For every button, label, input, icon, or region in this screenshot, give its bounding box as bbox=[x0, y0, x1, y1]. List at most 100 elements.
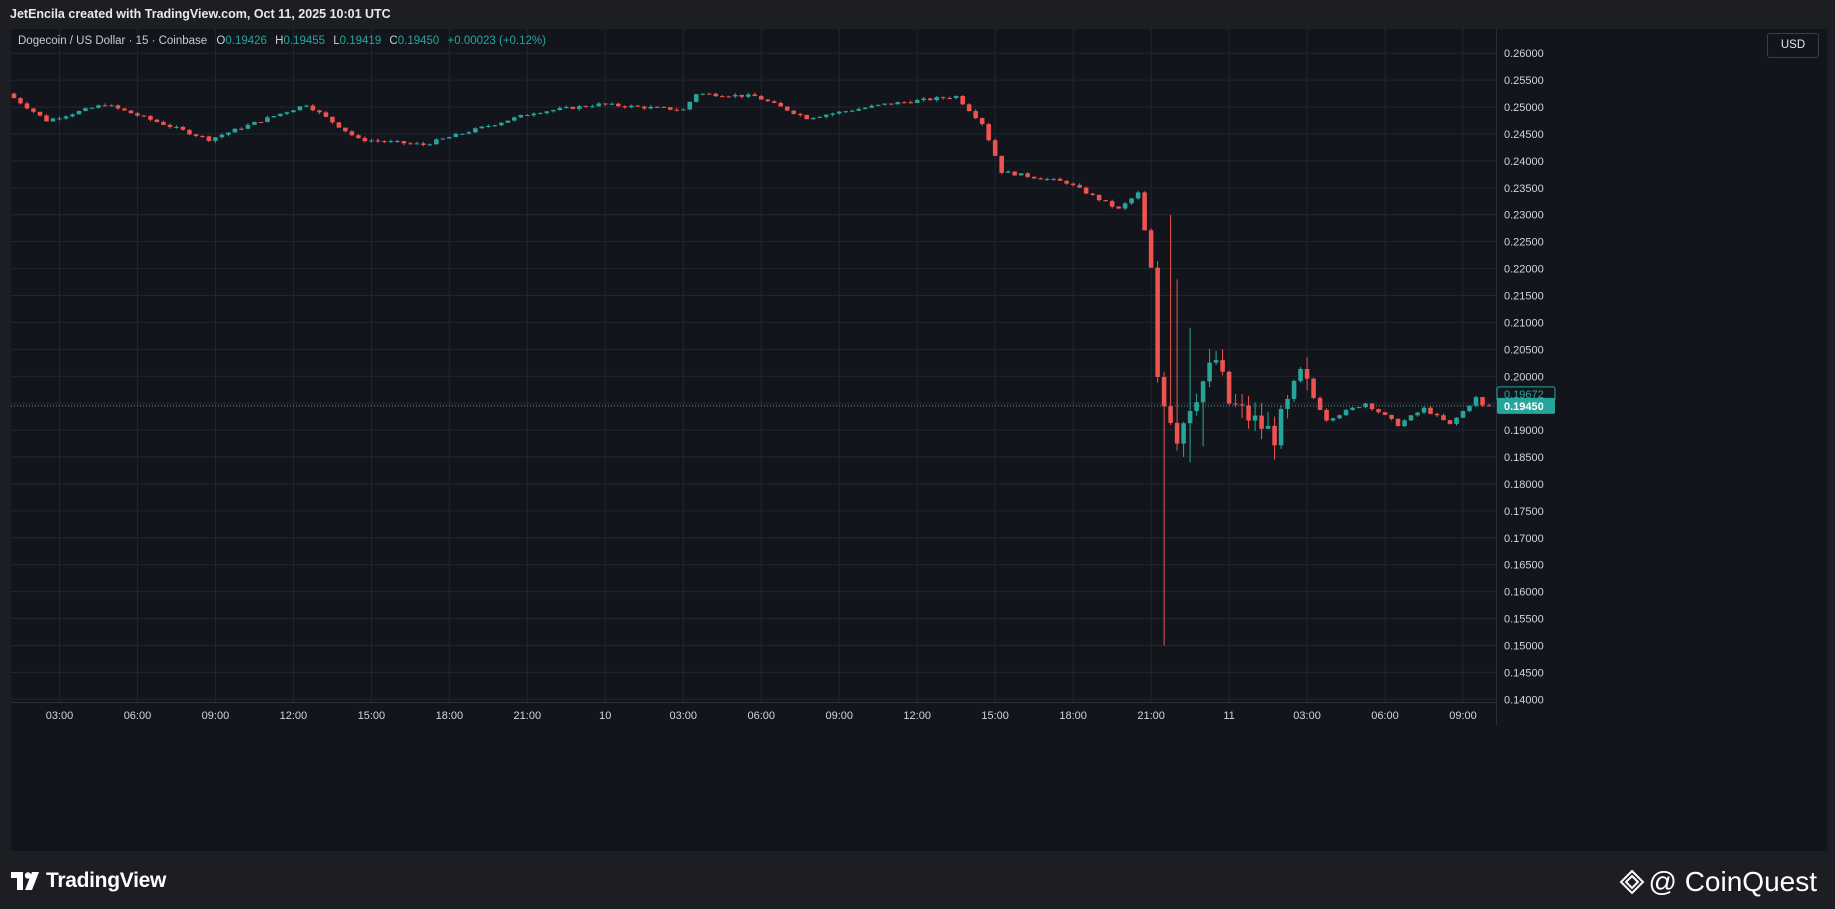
candle bbox=[115, 104, 121, 110]
candle bbox=[122, 108, 127, 111]
candle bbox=[947, 96, 952, 100]
x-tick-label: 03:00 bbox=[46, 710, 74, 722]
candle-body bbox=[674, 109, 680, 111]
candle-body bbox=[154, 119, 160, 123]
candle-body bbox=[1337, 415, 1342, 419]
candle bbox=[525, 114, 530, 116]
candle-body bbox=[791, 110, 797, 114]
candle bbox=[213, 137, 218, 143]
candle-body bbox=[1369, 403, 1375, 410]
y-tick-label: 0.17000 bbox=[1504, 533, 1544, 545]
candle bbox=[226, 132, 231, 137]
candle bbox=[1044, 177, 1050, 181]
candle-body bbox=[765, 99, 771, 102]
watermark-text: @ CoinQuest bbox=[1648, 866, 1818, 897]
candle bbox=[167, 123, 173, 129]
candle bbox=[388, 139, 394, 143]
candle bbox=[1369, 403, 1375, 411]
candle-body bbox=[538, 113, 543, 115]
candle-body bbox=[252, 121, 257, 125]
candle bbox=[258, 121, 264, 124]
candle bbox=[31, 107, 36, 114]
currency-button[interactable]: USD bbox=[1767, 33, 1819, 58]
chart-panel[interactable]: 0.26000 0.25500 0.25000 0.24500 0.24000 0.235… bbox=[11, 29, 1827, 851]
candle bbox=[362, 136, 368, 143]
candle bbox=[869, 104, 874, 109]
candle bbox=[70, 113, 75, 118]
candle-body bbox=[745, 94, 751, 97]
candle bbox=[37, 111, 43, 117]
candle bbox=[1005, 170, 1011, 173]
candle bbox=[1246, 395, 1251, 429]
candle bbox=[1350, 407, 1355, 411]
candle-body bbox=[89, 107, 95, 109]
candle-body bbox=[265, 117, 270, 123]
diamond-logo-icon bbox=[1619, 869, 1644, 895]
candle bbox=[1291, 379, 1297, 403]
candle-body bbox=[219, 134, 225, 138]
candle bbox=[1077, 183, 1082, 189]
candle bbox=[1135, 190, 1141, 200]
candle-body bbox=[1259, 415, 1264, 429]
candle-body bbox=[771, 101, 777, 103]
candle bbox=[1285, 394, 1290, 419]
candle-body bbox=[862, 107, 868, 109]
candle bbox=[901, 101, 907, 104]
candle bbox=[343, 127, 348, 133]
candle-body bbox=[447, 137, 452, 139]
candle bbox=[499, 121, 504, 127]
candle-body bbox=[687, 101, 693, 110]
candle bbox=[1434, 412, 1440, 418]
candle-body bbox=[1103, 200, 1108, 202]
candle-body bbox=[414, 143, 420, 145]
y-tick-label: 0.24000 bbox=[1504, 156, 1544, 168]
candle bbox=[395, 139, 400, 143]
candle bbox=[622, 105, 628, 109]
candle bbox=[642, 105, 647, 111]
candle-body bbox=[531, 113, 537, 116]
candle-body bbox=[213, 137, 218, 141]
x-tick-label: 06:00 bbox=[124, 710, 152, 722]
candle-body bbox=[24, 103, 30, 109]
candle bbox=[252, 121, 257, 125]
candle-body bbox=[349, 131, 355, 136]
candle-body bbox=[466, 132, 472, 134]
candle-body bbox=[336, 122, 342, 128]
candle-body bbox=[1207, 362, 1212, 382]
candle bbox=[1018, 173, 1024, 176]
candle-body bbox=[655, 106, 660, 108]
candle-body bbox=[492, 125, 498, 127]
candle bbox=[11, 92, 17, 99]
candle-body bbox=[732, 94, 738, 97]
candle-body bbox=[875, 104, 881, 106]
candle-body bbox=[427, 144, 433, 146]
candle bbox=[791, 110, 797, 115]
candle-body bbox=[291, 110, 296, 113]
candle-body bbox=[797, 113, 803, 116]
candle-body bbox=[661, 106, 667, 108]
candle bbox=[1363, 402, 1368, 409]
y-tick-label: 0.16500 bbox=[1504, 560, 1544, 572]
candle-body bbox=[1447, 420, 1453, 424]
open-value: 0.19426 bbox=[225, 35, 267, 47]
candle bbox=[1480, 396, 1485, 407]
candle-body bbox=[830, 113, 835, 115]
candle-body bbox=[505, 120, 511, 123]
candle-body bbox=[310, 105, 316, 111]
price-chart[interactable]: 0.26000 0.25500 0.25000 0.24500 0.24000 0.235… bbox=[11, 29, 1827, 851]
candle bbox=[518, 114, 524, 119]
candle bbox=[161, 120, 166, 126]
candle bbox=[1421, 406, 1427, 414]
candle-body bbox=[927, 98, 933, 101]
last-price-tag: 0.19450 bbox=[1497, 397, 1555, 414]
candle bbox=[174, 125, 179, 129]
candle-body bbox=[193, 134, 199, 136]
y-tick-label: 0.18000 bbox=[1504, 479, 1544, 491]
candle-body bbox=[934, 97, 939, 101]
candle bbox=[1389, 414, 1394, 421]
candle-body bbox=[284, 112, 290, 114]
candle-body bbox=[1116, 206, 1121, 209]
candle-body bbox=[901, 102, 907, 104]
y-tick-label: 0.14500 bbox=[1504, 667, 1544, 679]
candle bbox=[50, 117, 56, 122]
